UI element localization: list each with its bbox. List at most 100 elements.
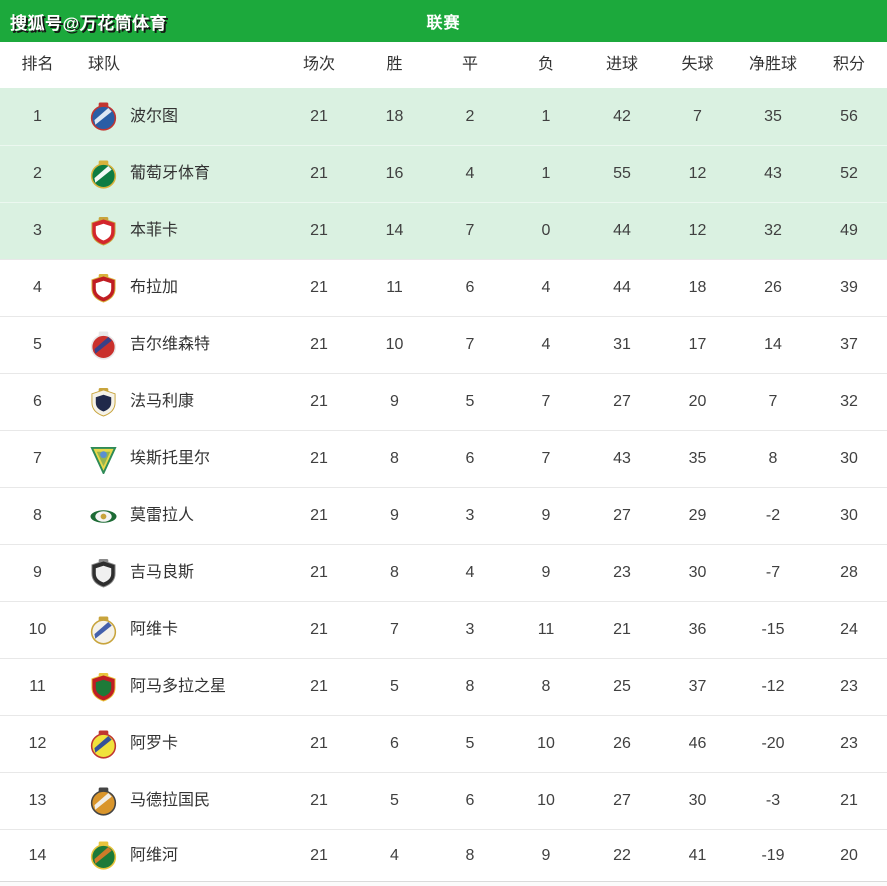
cell-draw: 7 — [465, 336, 475, 353]
standings-table: 1 波尔图 21 18 2 1 42 7 35 56 2 葡萄牙体育 21 16 4 1 55 12 43 52 3 本菲… — [0, 88, 887, 881]
cell-win: 4 — [390, 846, 399, 864]
team-cell: 本菲卡 — [75, 216, 281, 246]
cell-goals-against: 18 — [688, 279, 707, 296]
cell-goal-diff: -2 — [765, 507, 781, 524]
team-crest-icon — [90, 445, 117, 474]
team-cell: 葡萄牙体育 — [75, 160, 281, 189]
cell-goals-for: 44 — [613, 222, 631, 239]
cell-rank: 11 — [29, 678, 46, 695]
cell-rank: 10 — [28, 621, 47, 638]
cell-points: 30 — [840, 450, 858, 467]
team-name: 阿马多拉之星 — [130, 678, 227, 695]
column-header-2: 场次 — [302, 56, 335, 73]
cell-win: 7 — [390, 621, 399, 638]
column-header-5: 负 — [537, 56, 554, 73]
cell-played: 21 — [310, 107, 328, 125]
cell-goal-diff: -19 — [761, 846, 785, 864]
cell-draw: 3 — [465, 507, 475, 524]
cell-rank: 6 — [33, 393, 42, 410]
cell-goals-for: 25 — [613, 678, 631, 695]
cell-win: 6 — [390, 735, 399, 752]
team-crest-icon — [90, 616, 117, 645]
column-header-row: 排名 球队 场次 胜 平 负 进球 失球 净胜球 积分 — [0, 42, 887, 88]
cell-points: 23 — [840, 678, 858, 695]
team-name: 法马利康 — [130, 393, 195, 410]
team-name: 本菲卡 — [130, 222, 179, 239]
cell-goals-for: 55 — [613, 165, 631, 182]
cell-goals-for: 22 — [613, 846, 631, 864]
team-crest-icon — [90, 730, 117, 759]
team-cell: 法马利康 — [75, 387, 281, 417]
column-header-8: 净胜球 — [748, 56, 797, 73]
cell-draw: 3 — [465, 621, 475, 638]
cell-win: 14 — [385, 222, 404, 239]
cell-draw: 8 — [465, 846, 475, 864]
cell-draw: 6 — [465, 450, 475, 467]
table-row: 7 埃斯托里尔 21 8 6 7 43 35 8 30 — [0, 430, 887, 487]
cell-points: 24 — [840, 621, 858, 638]
cell-goals-against: 20 — [688, 393, 707, 410]
column-header-0: 排名 — [21, 56, 54, 73]
cell-goal-diff: -3 — [765, 792, 781, 809]
team-name: 葡萄牙体育 — [130, 165, 211, 182]
cell-loss: 4 — [541, 279, 551, 296]
team-crest-icon — [90, 160, 117, 189]
cell-win: 9 — [390, 507, 399, 524]
cell-draw: 6 — [465, 792, 475, 809]
column-header-7: 失球 — [681, 56, 714, 73]
cell-played: 21 — [310, 165, 328, 182]
cell-goals-against: 12 — [688, 222, 707, 239]
cell-goals-for: 26 — [613, 735, 631, 752]
cell-goals-against: 46 — [688, 735, 707, 752]
cell-goals-for: 27 — [613, 792, 631, 809]
cell-played: 21 — [310, 621, 328, 638]
team-cell: 波尔图 — [75, 102, 281, 131]
table-row: 14 阿维河 21 4 8 9 22 41 -19 20 — [0, 829, 887, 881]
cell-loss: 11 — [537, 621, 555, 638]
team-crest-icon — [90, 331, 117, 360]
team-crest-icon — [90, 216, 117, 246]
cell-goals-for: 21 — [613, 621, 631, 638]
cell-played: 21 — [310, 735, 328, 752]
cell-rank: 9 — [33, 564, 42, 581]
cell-goals-against: 7 — [693, 107, 702, 125]
table-row: 10 阿维卡 21 7 3 11 21 36 -15 24 — [0, 601, 887, 658]
cell-points: 56 — [840, 107, 858, 125]
team-crest-icon — [90, 841, 117, 870]
team-crest-icon — [90, 273, 117, 303]
table-row: 5 吉尔维森特 21 10 7 4 31 17 14 37 — [0, 316, 887, 373]
cell-points: 39 — [840, 279, 858, 296]
cell-draw: 4 — [465, 564, 475, 581]
cell-win: 8 — [390, 450, 399, 467]
cell-points: 49 — [840, 222, 858, 239]
cell-loss: 0 — [541, 222, 551, 239]
team-cell: 埃斯托里尔 — [75, 445, 281, 474]
cell-played: 21 — [310, 336, 328, 353]
cell-points: 20 — [840, 846, 858, 864]
cell-loss: 1 — [541, 107, 551, 125]
cell-goal-diff: -15 — [761, 621, 785, 638]
cell-loss: 10 — [537, 792, 555, 809]
table-row: 12 阿罗卡 21 6 5 10 26 46 -20 23 — [0, 715, 887, 772]
cell-draw: 8 — [465, 678, 475, 695]
cell-draw: 5 — [465, 735, 475, 752]
cell-draw: 7 — [465, 222, 475, 239]
cell-played: 21 — [310, 507, 328, 524]
cell-goals-against: 30 — [688, 564, 707, 581]
cell-points: 30 — [840, 507, 858, 524]
cell-win: 5 — [390, 678, 399, 695]
cell-goals-for: 42 — [613, 107, 631, 125]
column-header-3: 胜 — [386, 56, 403, 73]
cell-points: 28 — [840, 564, 858, 581]
team-cell: 阿罗卡 — [75, 730, 281, 759]
cell-points: 32 — [840, 393, 858, 410]
cell-draw: 5 — [465, 393, 475, 410]
cell-draw: 4 — [465, 165, 475, 182]
cell-goals-against: 17 — [688, 336, 707, 353]
team-cell: 马德拉国民 — [75, 787, 281, 816]
cell-loss: 4 — [541, 336, 551, 353]
team-crest-icon — [90, 387, 117, 417]
team-name: 阿罗卡 — [130, 735, 179, 752]
table-row: 1 波尔图 21 18 2 1 42 7 35 56 — [0, 88, 887, 145]
cell-points: 52 — [840, 165, 858, 182]
